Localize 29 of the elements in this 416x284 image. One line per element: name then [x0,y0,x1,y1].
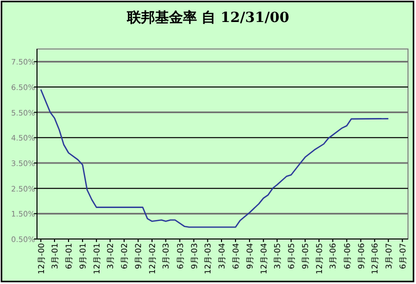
x-tick-label: 6月-04 [232,243,241,270]
x-tick-label: 6月-02 [120,243,130,270]
x-tick-label: 6月-07 [398,243,408,270]
x-tick-label: 3月-03 [162,243,171,270]
x-tick-label: 3月-05 [273,243,282,270]
x-tick-label: 3月-02 [106,243,116,270]
x-tick-label: 12月-00 [36,243,46,274]
x-tick-label: 6月-05 [287,243,296,270]
x-tick-label: 9月-03 [190,243,199,270]
x-tick-label: 6月-01 [64,243,74,270]
x-tick-label: 9月-02 [134,243,144,270]
x-tick-label: 12月-04 [259,243,268,274]
x-tick-label: 9月-01 [78,243,88,270]
x-tick-label: 9月-04 [246,243,255,270]
chart-title: 联邦基金率 自 12/31/00 [126,9,290,26]
line-series [40,88,389,228]
x-tick-label: 9月-05 [301,243,310,270]
x-tick-label: 6月-06 [342,243,352,270]
x-tick-label: 12月-05 [315,243,324,274]
x-tick-label: 3月-01 [50,243,60,270]
x-tick-label: 12月-03 [204,243,213,274]
x-tick-label: 12月-06 [370,243,380,274]
x-tick-label: 3月-04 [218,243,227,270]
x-tick-label: 3月-06 [328,243,338,270]
x-tick-label: 6月-03 [176,243,185,270]
x-tick-label: 12月-02 [148,243,158,274]
x-tick-label: 9月-06 [356,243,366,270]
x-tick-label: 3月-07 [384,243,394,270]
x-tick-label: 12月-01 [92,243,102,274]
